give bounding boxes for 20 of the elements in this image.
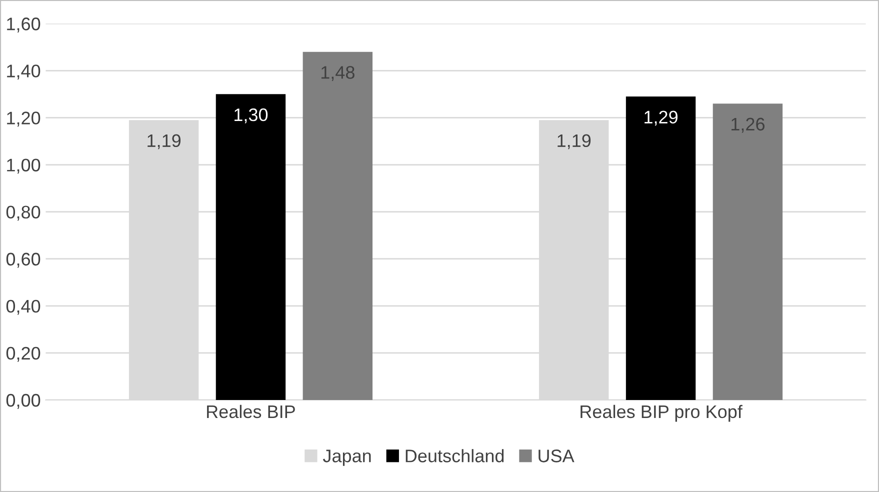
x-tick-label: Reales BIP: [207, 404, 295, 418]
y-tick-label: 0,00: [6, 394, 40, 409]
data-label: 1,48: [321, 66, 354, 81]
y-tick-label: 1,00: [7, 158, 40, 174]
y-tick-label: 0,60: [6, 252, 40, 268]
data-label: 1,29: [644, 110, 678, 126]
y-tick-label: 0,80: [6, 206, 40, 221]
data-label: 1,19: [558, 134, 591, 150]
data-label: 1,26: [732, 118, 764, 133]
y-tick-label: 1,40: [7, 64, 40, 80]
y-tick-label: 0,20: [6, 346, 40, 362]
data-label: 1,30: [234, 108, 268, 124]
legend-label: Japan: [322, 450, 371, 466]
legend-label: Deutschland: [406, 449, 504, 462]
data-label: 1,19: [148, 134, 181, 150]
y-tick-label: 1,20: [7, 112, 40, 127]
legend-label: USA: [538, 450, 574, 462]
x-tick-label: Reales BIP pro Kopf: [580, 404, 742, 422]
y-tick-label: 1,60: [7, 18, 40, 32]
y-tick-label: 0,40: [6, 300, 40, 315]
